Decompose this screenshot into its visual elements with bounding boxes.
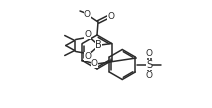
Text: O: O <box>146 49 153 58</box>
Text: O: O <box>84 10 91 19</box>
Text: O: O <box>91 59 98 68</box>
Text: B: B <box>95 40 102 51</box>
Text: O: O <box>84 52 91 61</box>
Text: O: O <box>107 12 114 21</box>
Text: S: S <box>146 60 152 70</box>
Text: O: O <box>146 71 153 80</box>
Text: O: O <box>84 30 91 39</box>
